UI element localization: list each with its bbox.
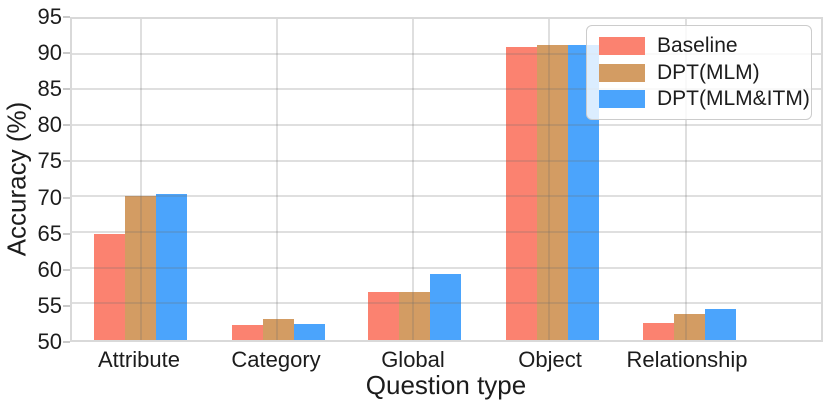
bar-group-global bbox=[368, 19, 462, 340]
bar-baseline-object bbox=[505, 46, 537, 340]
bar-dpt-mlm-itm-global bbox=[430, 273, 462, 340]
bar-dpt-mlm-itm-relationship bbox=[704, 309, 736, 340]
legend-label-dpt-mlm: DPT(MLM) bbox=[657, 60, 760, 84]
legend-item-dpt-mlm-itm: DPT(MLM&ITM) bbox=[599, 87, 810, 111]
bar-dpt-mlm-global bbox=[399, 292, 431, 340]
x-tick-label-relationship: Relationship bbox=[626, 347, 748, 372]
legend-label-dpt-mlm-itm: DPT(MLM&ITM) bbox=[657, 87, 810, 110]
y-tick-mark-55 bbox=[63, 304, 70, 307]
y-tick-label-85: 85 bbox=[37, 76, 62, 102]
legend-item-dpt-mlm: DPT(MLM) bbox=[599, 61, 799, 85]
bar-group-object bbox=[505, 19, 599, 340]
y-tick-label-65: 65 bbox=[37, 220, 62, 246]
legend-label-baseline: Baseline bbox=[657, 34, 738, 57]
y-tick-label-70: 70 bbox=[37, 184, 62, 210]
bar-baseline-attribute bbox=[94, 233, 126, 340]
bar-group-relationship bbox=[642, 19, 736, 340]
bar-dpt-mlm-object bbox=[536, 44, 568, 340]
y-tick-mark-70 bbox=[63, 196, 70, 199]
x-tick-label-object: Object bbox=[518, 347, 582, 372]
bar-dpt-mlm-itm-category bbox=[293, 323, 325, 340]
x-tick-label-global: Global bbox=[381, 347, 445, 372]
x-tick-label-category: Category bbox=[231, 347, 321, 372]
bar-group-category bbox=[231, 19, 325, 340]
bar-dpt-mlm-relationship bbox=[673, 314, 705, 340]
bar-dpt-mlm-category bbox=[262, 319, 294, 340]
y-tick-mark-65 bbox=[63, 232, 70, 235]
bar-dpt-mlm-itm-attribute bbox=[156, 194, 188, 340]
bar-dpt-mlm-attribute bbox=[125, 195, 157, 340]
y-tick-mark-95 bbox=[63, 16, 70, 18]
y-tick-label-50: 50 bbox=[37, 329, 62, 354]
x-tick-label-attribute: Attribute bbox=[98, 347, 180, 372]
legend-swatch-dpt-mlm-itm bbox=[599, 90, 645, 108]
bar-baseline-global bbox=[368, 292, 400, 340]
y-tick-mark-60 bbox=[63, 268, 70, 271]
y-tick-mark-85 bbox=[63, 88, 70, 91]
y-tick-mark-90 bbox=[63, 52, 70, 55]
y-tick-mark-80 bbox=[63, 124, 70, 127]
legend: Baseline DPT(MLM) DPT(MLM&ITM) bbox=[586, 25, 812, 120]
y-tick-mark-75 bbox=[63, 160, 70, 163]
legend-item-baseline: Baseline bbox=[599, 34, 799, 58]
legend-swatch-dpt-mlm bbox=[599, 63, 645, 82]
bar-baseline-category bbox=[231, 325, 263, 340]
bar-group-attribute bbox=[94, 19, 188, 340]
y-tick-label-80: 80 bbox=[37, 112, 62, 138]
y-tick-label-60: 60 bbox=[37, 256, 62, 282]
y-tick-label-95: 95 bbox=[37, 4, 62, 29]
y-tick-label-55: 55 bbox=[37, 292, 62, 318]
legend-swatch-baseline bbox=[599, 37, 645, 55]
y-tick-label-75: 75 bbox=[37, 148, 62, 174]
x-axis-title: Question type bbox=[365, 370, 527, 400]
y-tick-label-90: 90 bbox=[37, 40, 62, 66]
bar-baseline-relationship bbox=[642, 322, 674, 340]
y-tick-mark-50 bbox=[63, 341, 70, 343]
